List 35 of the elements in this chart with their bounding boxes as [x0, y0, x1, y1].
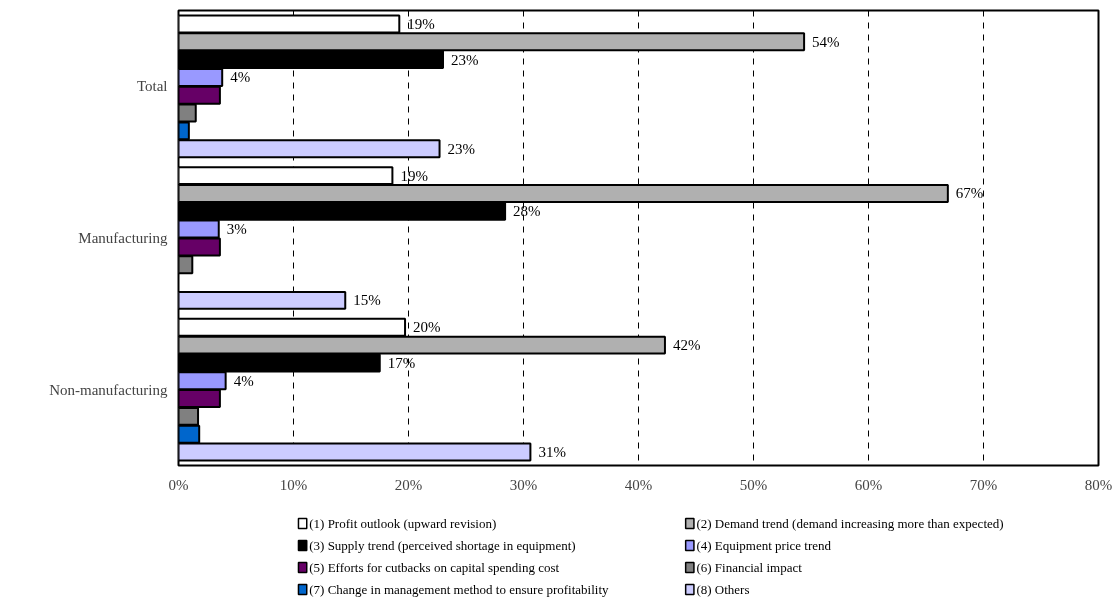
legend-label: (3) Supply trend (perceived shortage in equipment) — [309, 538, 576, 553]
x-tick-label: 30% — [509, 476, 538, 493]
x-tick-label: 10% — [279, 476, 308, 493]
data-label: 15% — [353, 292, 381, 309]
data-label: 19% — [407, 15, 435, 32]
data-label: 4% — [230, 69, 251, 86]
legend-label: (5) Efforts for cutbacks on capital spending cost — [309, 560, 560, 575]
data-label: 20% — [413, 319, 441, 336]
data-label: 23% — [447, 140, 476, 157]
legend-label: (6) Financial impact — [696, 560, 803, 575]
legend-label: (8) Others — [696, 582, 750, 597]
legend-label: (2) Demand trend (demand increasing more than expected) — [696, 516, 1004, 531]
data-label: 31% — [538, 444, 566, 461]
x-tick-label: 0% — [168, 476, 189, 493]
legend-label: (1) Profit outlook (upward revision) — [309, 516, 497, 531]
x-tick-label: 40% — [624, 476, 653, 493]
y-tick-label: Non-manufacturing — [49, 381, 168, 398]
data-label: 67% — [955, 185, 984, 202]
x-tick-label: 20% — [394, 476, 423, 493]
data-label: 3% — [226, 221, 247, 238]
x-tick-label: 60% — [854, 476, 883, 493]
y-tick-label: Total — [136, 78, 168, 95]
legend-label: (4) Equipment price trend — [696, 538, 832, 553]
data-label: 4% — [233, 372, 254, 389]
x-tick-label: 80% — [1084, 476, 1112, 493]
x-tick-label: 50% — [739, 476, 768, 493]
data-label: 54% — [812, 33, 840, 50]
data-label: 42% — [672, 337, 701, 354]
y-tick-label: Manufacturing — [78, 230, 168, 246]
legend-label: (7) Change in management method to ensure profitability — [309, 582, 609, 597]
data-label: 17% — [387, 354, 416, 371]
data-label: 28% — [513, 203, 541, 220]
x-tick-label: 70% — [969, 476, 998, 493]
data-label: 23% — [451, 51, 479, 68]
data-label: 19% — [400, 167, 428, 184]
